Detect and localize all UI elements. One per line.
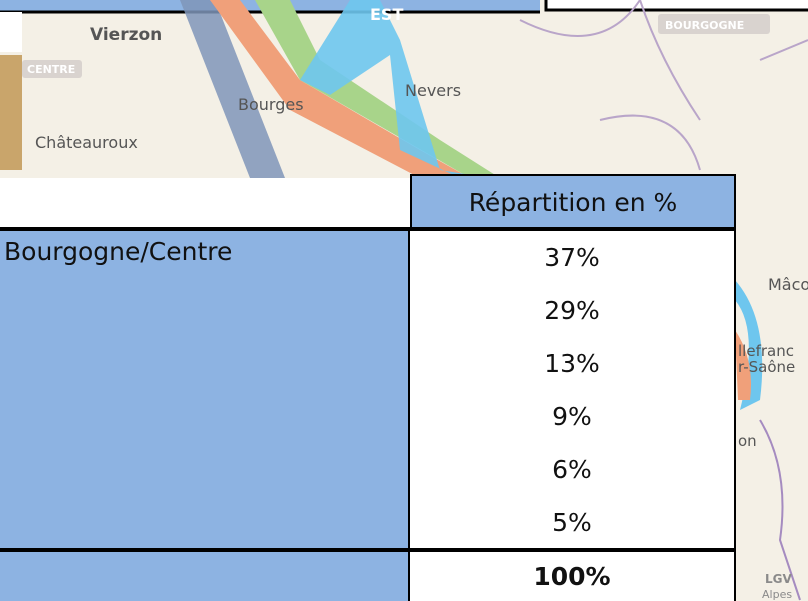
border-line xyxy=(759,419,801,601)
value-cell: 6% xyxy=(552,455,592,484)
value-cell: 37% xyxy=(544,243,600,272)
rule xyxy=(0,227,736,231)
total-label xyxy=(0,552,410,601)
map-label: CENTRE xyxy=(27,63,75,76)
value-cell: 5% xyxy=(552,508,592,537)
map-label: BOURGOGNE xyxy=(665,19,744,32)
rule xyxy=(0,548,736,552)
header-cell: Répartition en % xyxy=(410,174,736,228)
map-label: r-Saône xyxy=(738,358,795,376)
route-band xyxy=(255,0,500,178)
route-band xyxy=(735,280,763,410)
border-line xyxy=(519,0,808,171)
map-label: LGV xyxy=(765,572,792,586)
map-label: Alpes xyxy=(762,588,792,601)
photo xyxy=(0,55,22,170)
route-band xyxy=(180,0,285,178)
value-column: 37% 29% 13% 9% 6% 5% xyxy=(410,231,736,549)
value-cell: 29% xyxy=(544,296,600,325)
route-band xyxy=(210,0,470,178)
map-label: llefranc xyxy=(738,342,794,360)
value-cell: 13% xyxy=(544,349,600,378)
value-cell: 9% xyxy=(552,402,592,431)
map-label: EST xyxy=(370,5,403,24)
header-cell xyxy=(0,178,410,228)
map-label: Mâco xyxy=(768,275,808,294)
route-band xyxy=(735,330,751,400)
region-box xyxy=(658,14,770,34)
map-label: on xyxy=(738,432,757,450)
route-band xyxy=(300,0,490,178)
white-box xyxy=(0,12,22,52)
map-label: Châteauroux xyxy=(35,133,138,152)
top-box xyxy=(544,0,808,12)
map-label: Bourges xyxy=(238,95,304,114)
row-label: Bourgogne/Centre xyxy=(0,231,410,549)
map-label: Nevers xyxy=(405,81,461,100)
total-value: 100% xyxy=(410,552,736,601)
map-label: Vierzon xyxy=(90,25,162,45)
region-box xyxy=(22,60,82,78)
